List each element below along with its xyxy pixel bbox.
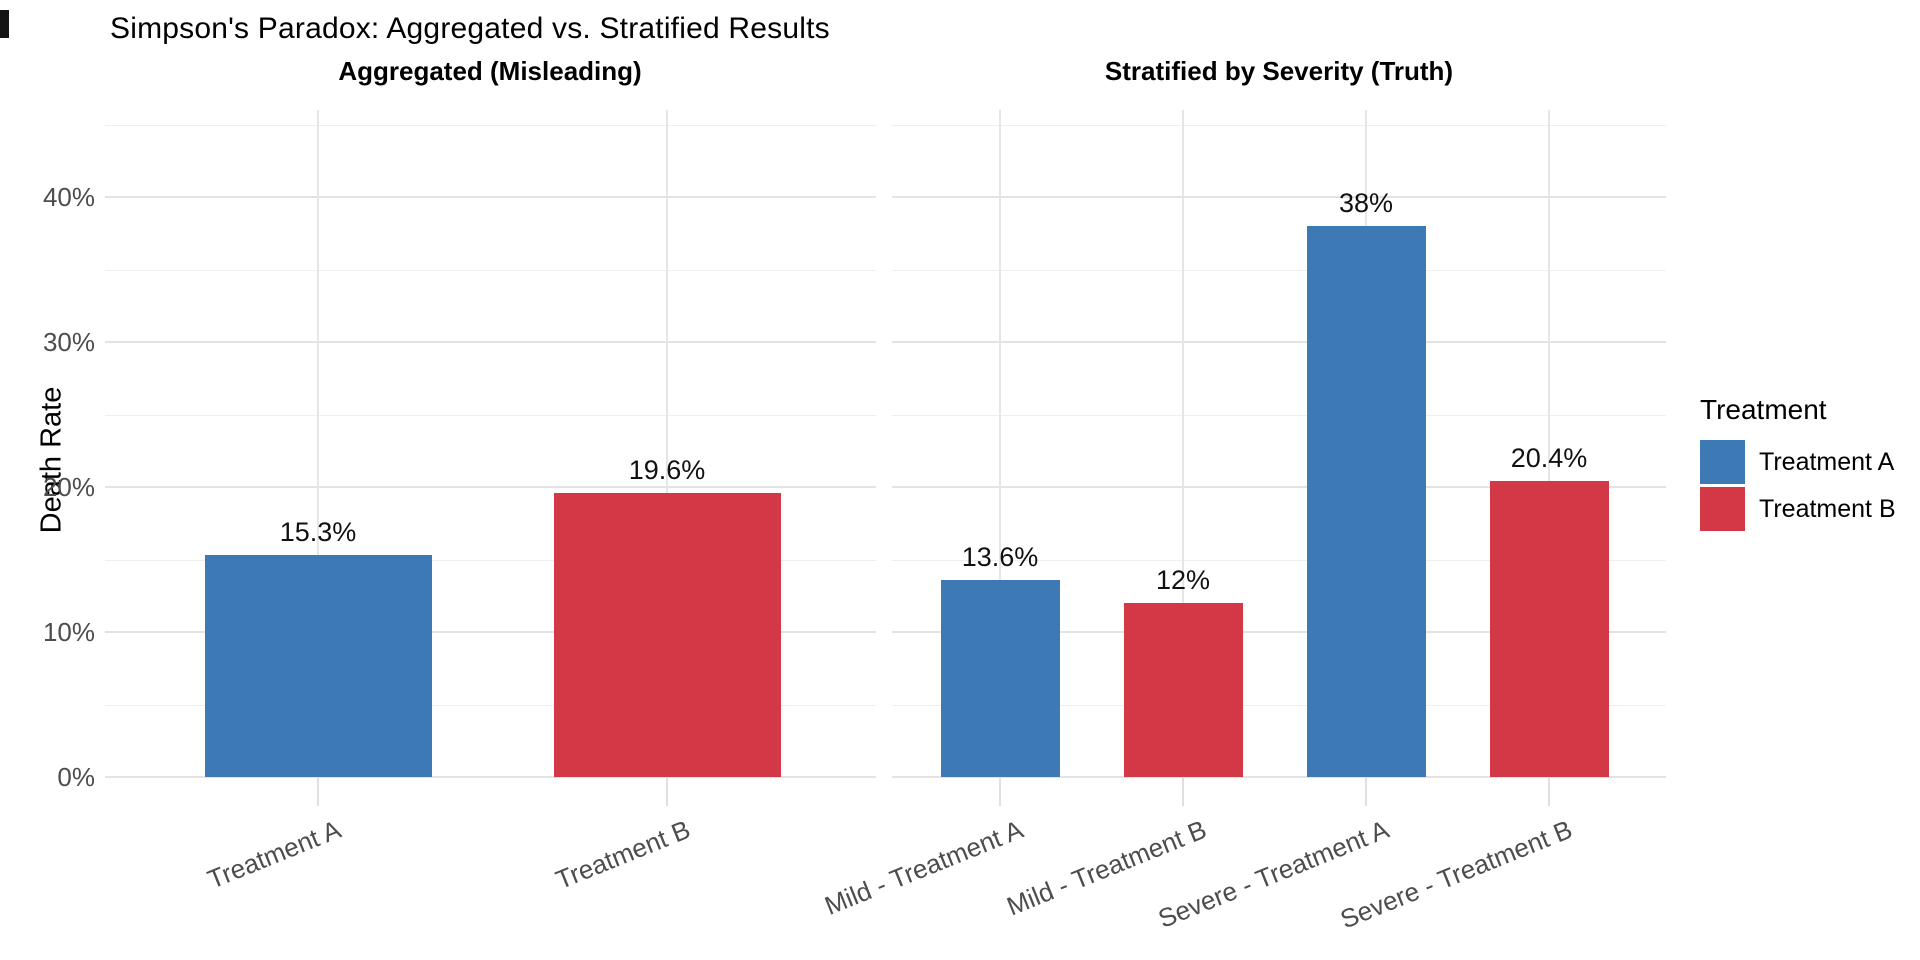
gridline-minor-h [892,559,1666,561]
legend-swatch-treatment-a [1700,440,1745,484]
y-tick-label: 40% [42,182,95,212]
x-tick-label: Mild - Treatment A [820,814,1028,921]
bar [1489,481,1609,777]
y-tick-label: 30% [42,327,95,357]
gridline-major-v [317,110,319,777]
bar [553,492,781,777]
x-tick-label: Treatment A [203,814,346,895]
bar-value-label: 19.6% [628,454,706,485]
x-tick-mark [317,777,319,806]
gridline-major-h [892,486,1666,488]
bar [1306,226,1426,777]
gridline-minor-h [892,269,1666,271]
bar-value-label: 15.3% [279,517,357,548]
gridline-minor-h [105,269,876,271]
corner-artifact [0,10,9,38]
gridline-minor-h [892,704,1666,706]
legend-item-treatment-a: Treatment A [1700,440,1915,484]
facet-title-aggregated: Aggregated (Misleading) [338,56,642,86]
legend: Treatment Treatment A Treatment B [1700,394,1915,534]
gridline-major-h [105,631,876,633]
bar [204,555,432,777]
gridline-major-h [892,341,1666,343]
gridline-minor-h [105,559,876,561]
main-title: Simpson's Paradox: Aggregated vs. Strati… [110,12,830,45]
legend-item-treatment-b: Treatment B [1700,487,1915,531]
gridline-major-h [892,631,1666,633]
bar-value-label: 13.6% [961,541,1039,572]
x-tick-label: Treatment B [551,814,695,896]
y-tick-label: 0% [57,762,95,792]
gridline-minor-h [892,414,1666,416]
bar-value-label: 38% [1338,188,1394,218]
x-tick-mark [1182,777,1184,806]
gridline-major-v [666,110,668,777]
gridline-major-v [999,110,1001,777]
gridline-minor-h [892,124,1666,126]
x-tick-mark [1365,777,1367,806]
x-tick-mark [1548,777,1550,806]
gridline-major-h [105,486,876,488]
legend-title: Treatment [1700,394,1827,425]
gridline-major-h [105,776,876,778]
bar-value-label: 12% [1155,565,1211,595]
bar [940,579,1060,777]
gridline-minor-h [105,414,876,416]
gridline-major-v [1182,110,1184,777]
legend-item-label: Treatment A [1759,447,1895,476]
y-axis-title: Death Rate [35,386,68,534]
y-tick-label: 10% [42,617,95,647]
gridline-minor-h [105,124,876,126]
legend-item-label: Treatment B [1759,494,1896,523]
legend-swatch-treatment-b [1700,487,1745,531]
gridline-major-h [105,341,876,343]
y-tick-label: 20% [42,472,95,502]
bar-value-label: 20.4% [1510,443,1588,474]
gridline-minor-h [105,704,876,706]
gridline-major-v [1548,110,1550,777]
gridline-major-h [892,776,1666,778]
gridline-major-h [105,196,876,198]
x-tick-mark [666,777,668,806]
x-tick-mark [999,777,1001,806]
gridline-major-h [892,196,1666,198]
bar [1123,603,1243,777]
facet-title-stratified: Stratified by Severity (Truth) [1104,56,1454,86]
